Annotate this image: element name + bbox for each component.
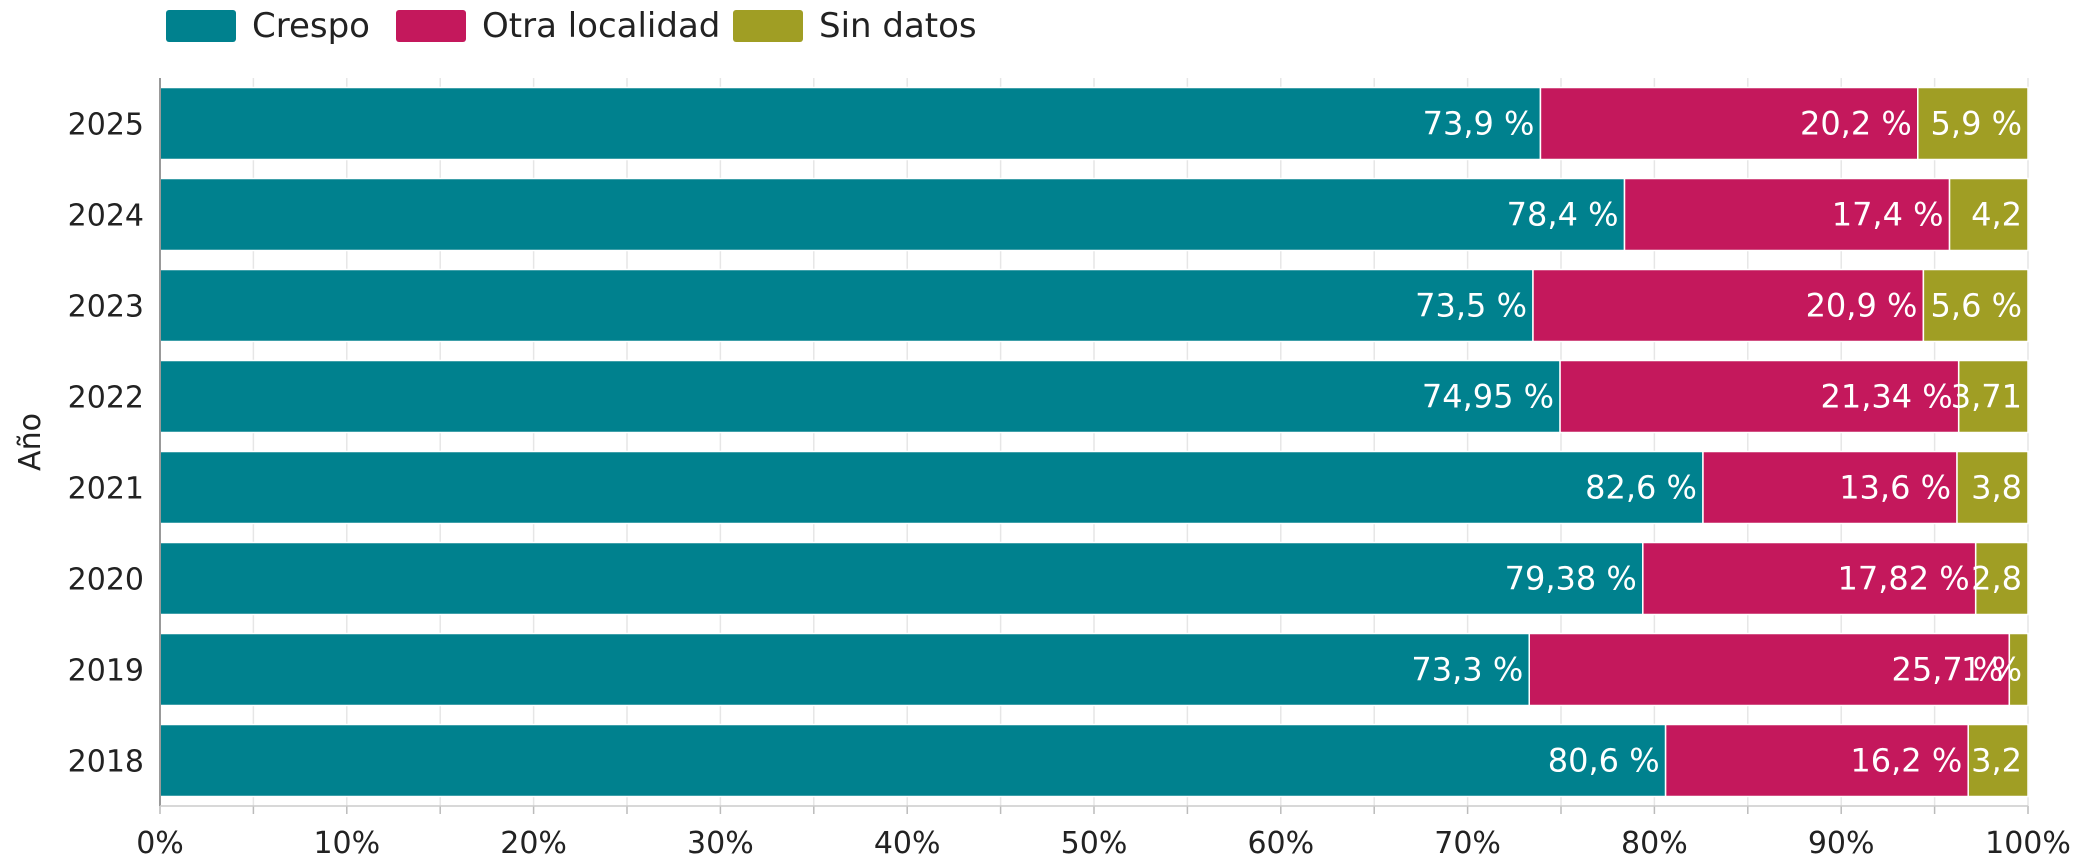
legend-label: Sin datos <box>819 6 977 46</box>
y-tick-label: 2025 <box>68 108 144 143</box>
bar-value-label: 2,8 <box>1971 560 2022 598</box>
bars <box>159 86 2029 798</box>
bar-labels: 73,9 % 20,2 % 5,9 % 78,4 % 17,4 % 4,2 73,5 % 20… <box>1411 105 2022 780</box>
x-tick-label: 10% <box>313 826 380 861</box>
bar-segment <box>1559 359 1960 434</box>
bar-value-label: 17,82 % <box>1838 560 1970 598</box>
x-tick-label: 60% <box>1247 826 1314 861</box>
bar-value-label: 13,6 % <box>1839 469 1951 507</box>
bar-segment <box>1922 268 2029 343</box>
bar-value-label: 5,6 % <box>1931 287 2022 325</box>
y-tick-label: 2019 <box>68 654 144 689</box>
bar-segment <box>1642 541 1977 616</box>
bar-segment <box>159 632 1530 707</box>
x-tick-label: 70% <box>1434 826 1501 861</box>
bar-segment <box>1702 450 1958 525</box>
bar-segment <box>1623 177 1951 252</box>
bar-segment <box>1974 541 2029 616</box>
bar-segment <box>159 359 1561 434</box>
legend-swatch <box>166 10 236 42</box>
bar-value-label: 3,2 <box>1971 742 2022 780</box>
x-tick-label: 30% <box>687 826 754 861</box>
x-tick-label: 0% <box>136 826 184 861</box>
bar-segment <box>1917 86 2029 161</box>
x-tick-label: 50% <box>1061 826 1128 861</box>
y-tick-label: 2023 <box>68 290 144 325</box>
y-tick-label: 2018 <box>68 745 144 780</box>
bar-value-label: 25,7 % <box>1891 651 2003 689</box>
y-tick-label: 2020 <box>68 563 144 598</box>
bar-segment <box>1664 723 1969 798</box>
bar-value-label: 73,9 % <box>1423 105 1535 143</box>
bar-segment <box>1528 632 2011 707</box>
bar-value-label: 17,4 % <box>1832 196 1944 234</box>
y-tick-label: 2021 <box>68 472 144 507</box>
bar-value-label: 73,5 % <box>1415 287 1527 325</box>
x-tick-label: 40% <box>874 826 941 861</box>
bar-segment <box>159 86 1542 161</box>
bar-segment <box>1532 268 1925 343</box>
bar-value-label: 1 % <box>1961 651 2022 689</box>
bar-value-label: 5,9 % <box>1931 105 2022 143</box>
bar-value-label: 3,8 <box>1971 469 2022 507</box>
bar-value-label: 82,6 % <box>1585 469 1697 507</box>
x-tick-label: 80% <box>1621 826 1688 861</box>
legend-swatch <box>733 10 803 42</box>
bar-value-label: 80,6 % <box>1548 742 1660 780</box>
bar-segment <box>159 268 1534 343</box>
bar-segment <box>2008 632 2029 707</box>
bar-segment <box>159 450 1704 525</box>
axes: 0% 10% 20% 30% 40% 50% 60% 70% 80% 90% 100% Año 2025… <box>13 78 2071 861</box>
bar-segment <box>1967 723 2029 798</box>
bar-value-label: 79,38 % <box>1505 560 1637 598</box>
bar-value-label: 20,9 % <box>1806 287 1918 325</box>
bar-value-label: 73,3 % <box>1411 651 1523 689</box>
bar-value-label: 4,2 <box>1971 196 2022 234</box>
bar-value-label: 74,95 % <box>1422 378 1554 416</box>
x-tick-label: 90% <box>1808 826 1875 861</box>
bar-segment <box>1957 359 2029 434</box>
bar-segment <box>159 541 1644 616</box>
bar-value-label: 3,71 <box>1951 378 2022 416</box>
bar-value-label: 16,2 % <box>1850 742 1962 780</box>
y-tick-label: 2024 <box>68 199 144 234</box>
legend-label: Crespo <box>252 6 370 46</box>
x-tick-label: 100% <box>1985 826 2071 861</box>
x-tick-label: 20% <box>500 826 567 861</box>
bar-value-label: 21,34 % <box>1821 378 1953 416</box>
legend-swatch <box>396 10 466 42</box>
bar-value-label: 20,2 % <box>1800 105 1912 143</box>
bar-segment <box>159 723 1667 798</box>
y-tick-label: 2022 <box>68 381 144 416</box>
bar-segment <box>1948 177 2029 252</box>
legend: Crespo Otra localidad Sin datos <box>166 6 977 46</box>
bar-segment <box>159 177 1626 252</box>
legend-label: Otra localidad <box>482 6 720 46</box>
y-axis-title: Año <box>13 413 48 471</box>
bar-segment <box>1956 450 2029 525</box>
bar-value-label: 78,4 % <box>1507 196 1619 234</box>
